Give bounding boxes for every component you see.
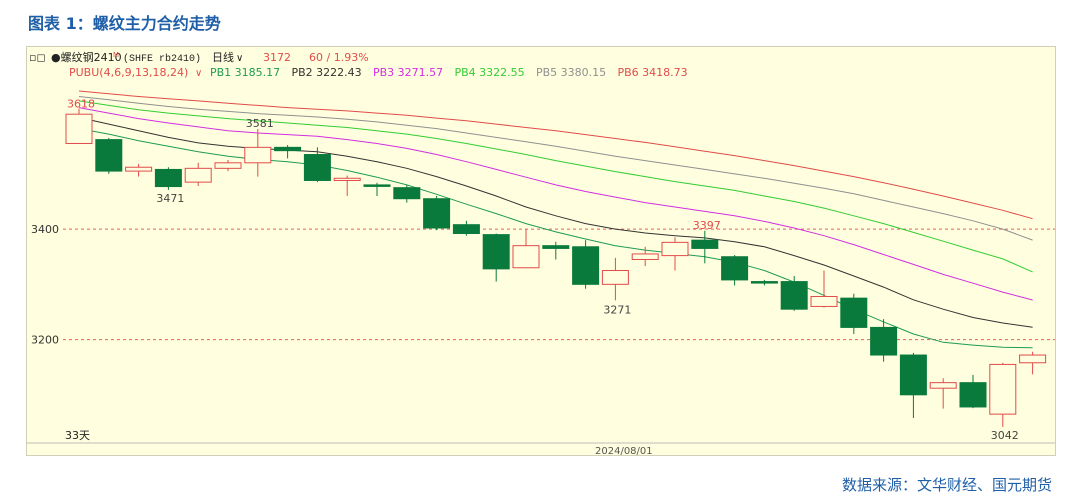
candle xyxy=(482,233,510,282)
price-change: 60 / 1.93% xyxy=(309,51,369,64)
last-price: 3172 xyxy=(263,51,291,64)
price-label-3271: 3271 xyxy=(603,303,631,316)
band-legend-3: PB3 3271.57 xyxy=(373,66,443,79)
candle xyxy=(125,163,153,177)
candle xyxy=(333,175,361,196)
candle xyxy=(750,279,778,286)
low-price-label: 3042 xyxy=(991,429,1019,442)
band-legend-4: PB4 3322.55 xyxy=(455,66,525,79)
indicator-name[interactable]: PUBU(4,6,9,13,18,24) xyxy=(69,66,188,79)
candle xyxy=(721,255,749,286)
candle xyxy=(393,184,421,203)
candle xyxy=(512,229,540,269)
band-legend-6: PB6 3418.73 xyxy=(618,66,688,79)
candle xyxy=(274,145,302,159)
figure-title: 图表 1：螺纹主力合约走势 xyxy=(28,14,221,33)
candle xyxy=(870,319,898,362)
candle xyxy=(691,230,719,264)
band-legend-2: PB2 3222.43 xyxy=(292,66,362,79)
candle xyxy=(95,137,123,174)
band-lines xyxy=(78,90,1033,349)
chart-panel: 3618 3581 3471 3271 3397 3042 ▫◻ ●螺纹钢2410 M (… xyxy=(26,46,1056,456)
price-label-3471: 3471 xyxy=(156,192,184,205)
bar-count-label: 33天 xyxy=(65,429,90,442)
price-label-3397: 3397 xyxy=(693,219,721,232)
candle xyxy=(601,257,629,301)
contract-name[interactable]: ●螺纹钢2410 xyxy=(51,50,122,64)
candle xyxy=(214,160,242,172)
band-legend-1: PB1 3185.17 xyxy=(210,66,280,79)
band-line-pb3 xyxy=(78,107,1033,301)
band-line-pb6 xyxy=(78,90,1033,220)
candle xyxy=(363,182,391,196)
candle xyxy=(840,293,868,335)
band-line-pb5 xyxy=(78,96,1033,241)
high-price-label: 3618 xyxy=(67,98,95,111)
candle xyxy=(65,108,93,144)
candle xyxy=(423,195,451,231)
candle xyxy=(899,352,927,419)
candle xyxy=(303,147,331,183)
candle xyxy=(154,167,182,190)
exchange-code: (SHFE rb2410) xyxy=(123,53,201,65)
candle xyxy=(1019,351,1047,375)
candle xyxy=(661,237,689,271)
band-line-pb4 xyxy=(78,100,1033,273)
candle xyxy=(244,129,272,177)
candle xyxy=(572,240,600,289)
y-tick-3200: 3200 xyxy=(31,334,59,347)
candle xyxy=(959,374,987,409)
candle xyxy=(184,162,212,187)
candles xyxy=(65,108,1047,427)
price-labels: 3618 3581 3471 3271 3397 3042 xyxy=(67,98,1019,442)
candle xyxy=(452,220,480,236)
candle xyxy=(542,241,570,260)
y-tick-3400: 3400 xyxy=(31,223,59,236)
price-label-3581: 3581 xyxy=(246,117,274,130)
candle xyxy=(780,276,808,311)
candle xyxy=(810,270,838,308)
contract-main-mark: M xyxy=(113,51,119,59)
candle xyxy=(631,246,659,267)
band-legend: PB1 3185.17 PB2 3222.43 PB3 3271.57 PB4 332… xyxy=(210,66,688,79)
period-select[interactable]: 日线 xyxy=(212,50,234,64)
band-legend-5: PB5 3380.15 xyxy=(536,66,606,79)
band-line-pb1 xyxy=(78,128,1033,349)
data-source: 数据来源：文华财经、国元期货 xyxy=(841,476,1052,494)
candle xyxy=(989,362,1017,427)
period-chevron-icon[interactable]: ∨ xyxy=(236,53,243,64)
window-icon[interactable]: ▫◻ xyxy=(29,51,46,64)
candle xyxy=(929,378,957,409)
candlestick-chart: 3618 3581 3471 3271 3397 3042 ▫◻ ●螺纹钢2410 M (… xyxy=(27,50,1055,455)
x-date-label: 2024/08/01 xyxy=(595,446,653,455)
band-line-pb2 xyxy=(78,117,1033,328)
indicator-chevron-icon[interactable]: ∨ xyxy=(195,68,202,79)
